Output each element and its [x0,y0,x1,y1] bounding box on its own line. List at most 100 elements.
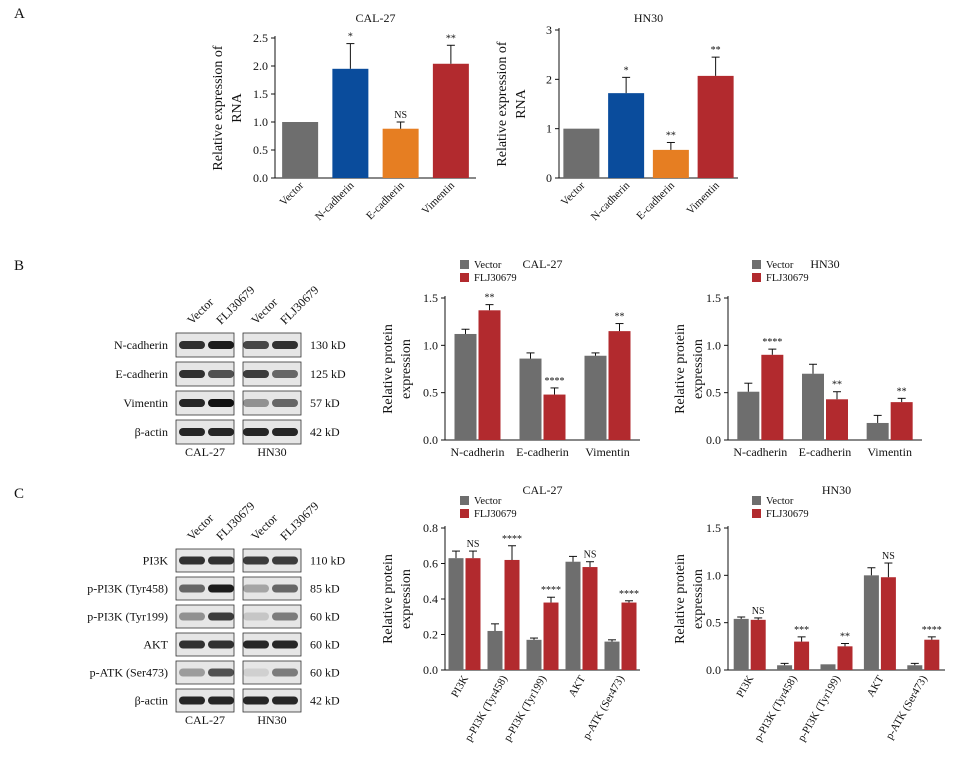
blot-band [272,428,298,436]
blot-band [208,668,234,677]
size-label: 60 kD [310,638,340,652]
bar [282,122,319,178]
blot-band [208,696,234,705]
bar [652,149,689,178]
size-label: 125 kD [310,367,346,381]
size-label: 110 kD [310,554,346,568]
bar [465,558,481,670]
x-tick-label: Vector [559,179,588,208]
x-tick-label: Vimentin [420,179,458,217]
chart-b1: CAL-27 Relative protein expression 0.0 0.5 1.… [381,257,640,459]
protein-label: p-ATK (Ser473) [90,666,168,680]
y-tick-label: 1.5 [706,291,721,305]
y-tick-label: 1.0 [706,568,721,582]
blot-band [179,370,205,378]
x-tick-label: N-cadherin [733,445,787,459]
size-label: 57 kD [310,396,340,410]
significance-label: ** [832,380,842,391]
lane-label: Vector [184,295,216,327]
blot-band [272,556,298,565]
y-axis-label: RNA [230,92,245,122]
chart-c1: CAL-27 Relative protein expression 0.0 0.2 0.… [381,483,640,744]
y-axis-label: expression [691,569,706,629]
legend-swatch [460,496,469,505]
panel-label-a: A [14,6,25,22]
chart-b2: HN30 Relative protein expression 0.0 0.5 1.0 1… [673,257,922,459]
bar [582,567,598,670]
protein-label: p-PI3K (Tyr458) [87,582,168,596]
bar [565,561,581,670]
cell-line-label: HN30 [257,445,286,459]
chart-title: CAL-27 [523,483,563,497]
significance-label: *** [794,625,809,636]
blot-band [179,584,205,593]
blot-band [179,428,205,436]
x-tick-label: E-cadherin [516,445,569,459]
y-axis-label: Relative protein [673,554,688,644]
blot-band [272,668,298,677]
blot-band [272,341,298,349]
y-axis-label: Relative protein [381,324,396,414]
x-tick-label: p-PI3K (Tyr199) [502,673,550,743]
bar [543,602,559,670]
significance-label: NS [467,539,480,550]
legend-label: FLJ30679 [474,509,517,520]
legend-swatch [460,273,469,282]
bar [608,331,631,440]
legend-label: Vector [766,496,794,507]
y-tick-label: 0.5 [253,143,268,157]
significance-label: **** [762,337,782,348]
significance-label: NS [752,606,765,617]
legend-label: FLJ30679 [474,273,517,284]
blot-band [179,640,205,649]
bar [737,391,760,440]
cell-line-label: CAL-27 [185,445,225,459]
significance-label: ** [446,33,456,44]
chart-title: HN30 [634,11,663,25]
cell-line-label: HN30 [257,713,286,727]
x-tick-label: p-ATK (Ser473) [884,673,930,741]
bar [584,355,607,440]
bar [543,394,566,440]
y-tick-label: 1.5 [253,87,268,101]
x-tick-label: PI3K [734,673,756,699]
y-tick-label: 0.6 [423,557,438,571]
chart-title: CAL-27 [356,11,396,25]
y-axis-label: expression [691,339,706,399]
blot-band [179,399,205,407]
bar [608,93,645,178]
y-tick-label: 0.2 [423,628,438,642]
x-tick-label: E-cadherin [634,179,677,222]
size-label: 60 kD [310,666,340,680]
y-tick-label: 0 [546,171,552,185]
y-tick-label: 0.8 [423,521,438,535]
bar [604,641,620,670]
y-axis-label: Relative protein [673,324,688,414]
size-label: 85 kD [310,582,340,596]
bar [621,602,637,670]
x-tick-label: N-cadherin [451,445,505,459]
legend-label: FLJ30679 [766,273,809,284]
significance-label: * [348,32,353,43]
significance-label: ** [666,130,676,141]
bar [750,619,766,670]
chart-c2: HN30 Relative protein expression 0.0 0.5 1.0 1… [673,483,945,744]
legend-label: FLJ30679 [766,509,809,520]
panel-label-b: B [14,258,24,274]
bar [837,646,853,670]
chart-title: HN30 [822,483,851,497]
chart-title: HN30 [810,257,839,271]
y-tick-label: 0.0 [253,171,268,185]
blot-band [208,556,234,565]
blot-band [179,696,205,705]
size-label: 60 kD [310,610,340,624]
blot-band [208,640,234,649]
bar [820,664,836,670]
significance-label: **** [541,585,561,596]
significance-label: * [624,65,629,76]
y-axis-label: Relative expression of [495,41,510,167]
blot-band [272,399,298,407]
x-tick-label: N-cadherin [589,179,633,223]
